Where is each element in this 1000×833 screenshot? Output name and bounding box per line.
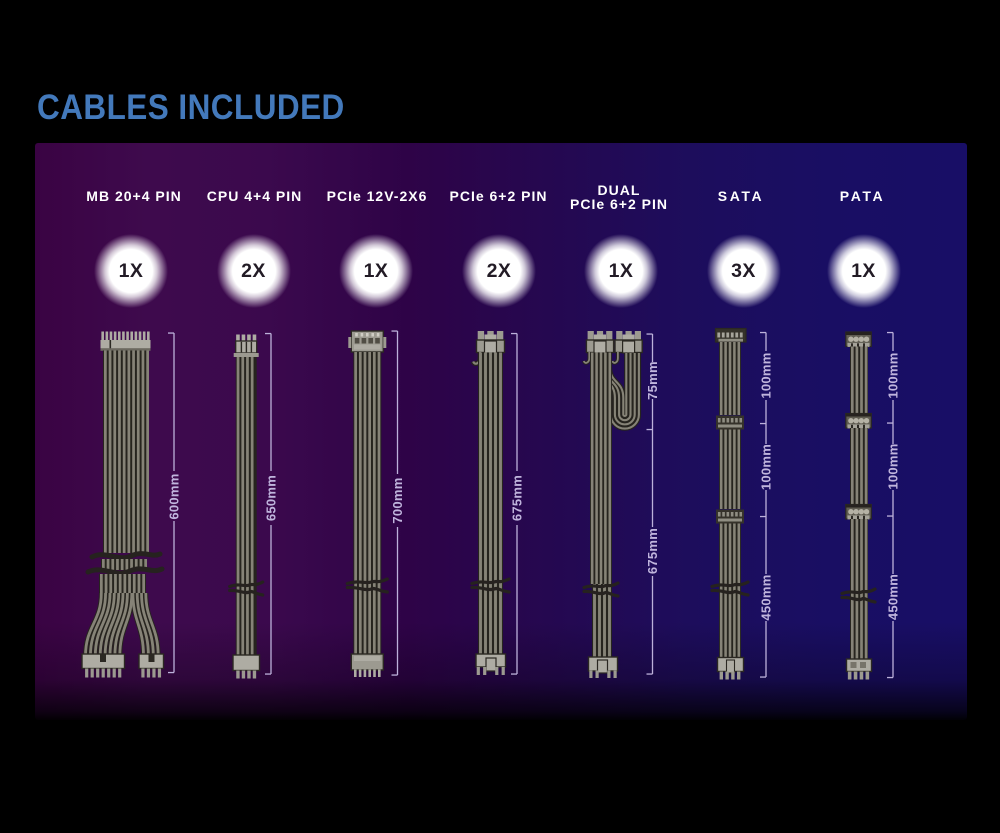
svg-text:100mm: 100mm bbox=[759, 352, 774, 398]
svg-text:450mm: 450mm bbox=[759, 574, 774, 620]
svg-text:600mm: 600mm bbox=[167, 473, 182, 519]
svg-text:100mm: 100mm bbox=[886, 443, 901, 489]
svg-text:450mm: 450mm bbox=[886, 574, 901, 620]
svg-text:650mm: 650mm bbox=[264, 475, 279, 521]
svg-text:675mm: 675mm bbox=[510, 475, 525, 521]
svg-text:700mm: 700mm bbox=[390, 477, 405, 523]
svg-text:675mm: 675mm bbox=[645, 528, 660, 574]
svg-text:100mm: 100mm bbox=[886, 352, 901, 398]
svg-text:75mm: 75mm bbox=[645, 361, 660, 400]
svg-text:100mm: 100mm bbox=[759, 444, 774, 490]
